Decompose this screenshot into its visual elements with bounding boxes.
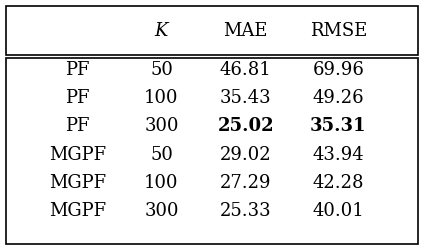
Text: 40.01: 40.01 [312,202,364,220]
Text: MAE: MAE [223,22,268,40]
Bar [6,58,418,244]
Text: MGPF: MGPF [49,146,106,164]
Text: 46.81: 46.81 [220,61,272,79]
Text: 300: 300 [144,118,179,135]
Text: 300: 300 [144,202,179,220]
Text: 50: 50 [150,146,173,164]
Text: RMSE: RMSE [310,22,367,40]
Text: 100: 100 [144,89,179,107]
Text: 35.43: 35.43 [220,89,271,107]
Text: 42.28: 42.28 [312,174,364,192]
Text: 25.33: 25.33 [220,202,271,220]
Text: 69.96: 69.96 [312,61,364,79]
Text: MGPF: MGPF [49,174,106,192]
Text: PF: PF [65,61,89,79]
Text: 25.02: 25.02 [218,118,274,135]
Text: 50: 50 [150,61,173,79]
Text: PF: PF [65,118,89,135]
Text: 100: 100 [144,174,179,192]
Text: 43.94: 43.94 [312,146,364,164]
Text: PF: PF [65,89,89,107]
Text: 29.02: 29.02 [220,146,271,164]
Text: MGPF: MGPF [49,202,106,220]
Bar [6,6,418,55]
Text: 49.26: 49.26 [312,89,364,107]
Text: K: K [155,22,168,40]
Text: 35.31: 35.31 [310,118,367,135]
Text: 27.29: 27.29 [220,174,271,192]
